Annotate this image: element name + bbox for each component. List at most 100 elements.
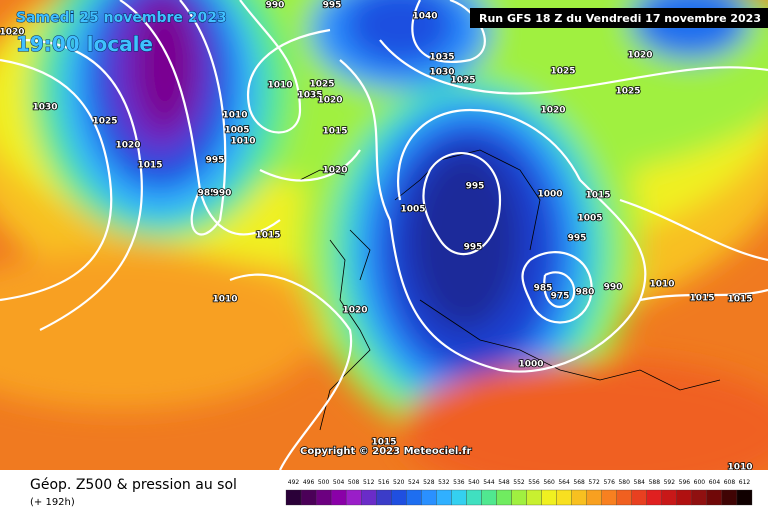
isobar-label: 1005 xyxy=(400,205,425,215)
isobar-label: 1015 xyxy=(371,438,396,448)
scale-label: 508 xyxy=(348,479,360,486)
copyright: Copyright © 2023 Meteociel.fr xyxy=(300,446,471,457)
scale-swatch xyxy=(285,489,302,506)
isobar-label: 995 xyxy=(206,156,225,166)
isobar xyxy=(543,271,576,308)
scale-label: 572 xyxy=(588,479,600,486)
isobar-label: 1010 xyxy=(222,111,247,121)
scale-label: 528 xyxy=(423,479,435,486)
scale-swatch xyxy=(345,489,362,506)
isobar xyxy=(422,152,502,256)
isobar-label: 985 xyxy=(534,284,553,294)
scale-swatch xyxy=(391,489,407,506)
coastline xyxy=(299,149,721,431)
isobar-label: 1025 xyxy=(550,67,575,77)
lead-time: (+ 192h) xyxy=(30,497,75,508)
isobar xyxy=(19,38,143,331)
isobar-label: 1015 xyxy=(137,161,162,171)
scale-label: 544 xyxy=(483,479,495,486)
isobar-label: 1015 xyxy=(255,231,280,241)
scale-swatch xyxy=(706,489,723,506)
isobar-label: 1020 xyxy=(0,28,25,38)
scale-swatch xyxy=(330,489,347,506)
scale-swatch xyxy=(481,489,497,506)
isobar-label: 1020 xyxy=(115,141,140,151)
scale-label: 520 xyxy=(393,479,405,486)
isobar-label: 1015 xyxy=(689,294,714,304)
scale-label: 612 xyxy=(739,479,751,486)
scale-swatch xyxy=(736,489,753,506)
isobar-label: 1010 xyxy=(727,463,752,473)
isobar-label: 1005 xyxy=(224,126,249,136)
scale-label: 580 xyxy=(618,479,630,486)
scale-swatch xyxy=(556,489,572,506)
isobar-label: 995 xyxy=(464,243,483,253)
isobar-label: 975 xyxy=(551,292,570,302)
scale-label: 568 xyxy=(573,479,585,486)
isobar-label: 1020 xyxy=(540,106,565,116)
isobar-label: 1010 xyxy=(212,295,237,305)
isobar-label: 1010 xyxy=(267,81,292,91)
scale-swatch xyxy=(601,489,617,506)
scale-label: 608 xyxy=(724,479,736,486)
legend-title: Géop. Z500 & pression au sol xyxy=(30,477,237,493)
scale-label: 516 xyxy=(378,479,390,486)
isobar-label: 1020 xyxy=(342,306,367,316)
isobar-label: 1030 xyxy=(32,103,57,113)
scale-swatch xyxy=(451,489,467,506)
isobar-label: 1030 xyxy=(429,68,454,78)
scale-swatch xyxy=(646,489,662,506)
scale-label: 524 xyxy=(408,479,420,486)
isobar-label: 1035 xyxy=(297,91,322,101)
scale-swatch xyxy=(300,489,317,506)
run-box xyxy=(470,8,768,28)
scale-swatch xyxy=(496,489,512,506)
isobar xyxy=(229,149,361,470)
color-scale: 492 496 500 504 508 512 516 520 524 528 532 536 540 5… xyxy=(285,479,753,506)
scale-label: 556 xyxy=(528,479,540,486)
isobar xyxy=(619,198,768,302)
isobar xyxy=(239,0,331,134)
isobar-label: 1020 xyxy=(317,96,342,106)
scale-label: 604 xyxy=(709,479,721,486)
scale-label: 496 xyxy=(303,479,315,486)
scale-label: 500 xyxy=(318,479,330,486)
scale-swatch xyxy=(691,489,708,506)
scale-label: 588 xyxy=(649,479,661,486)
scale-label: 540 xyxy=(468,479,480,486)
scale-label: 536 xyxy=(453,479,465,486)
scale-label: 512 xyxy=(363,479,375,486)
scale-label: 552 xyxy=(513,479,525,486)
scale-swatch xyxy=(586,489,602,506)
scale-label: 600 xyxy=(694,479,706,486)
run-info: Run GFS 18 Z du Vendredi 17 novembre 202… xyxy=(479,12,761,25)
isobar-label: 990 xyxy=(213,189,232,199)
map-field xyxy=(0,0,768,470)
scale-swatch xyxy=(631,489,647,506)
scale-label: 504 xyxy=(333,479,345,486)
scale-label: 592 xyxy=(664,479,676,486)
scale-swatch xyxy=(511,489,527,506)
scale-label: 596 xyxy=(679,479,691,486)
isobar xyxy=(0,58,113,302)
scale-label: 564 xyxy=(558,479,570,486)
isobar-label: 985 xyxy=(198,189,217,199)
scale-swatch xyxy=(361,489,377,506)
isobar-label: 980 xyxy=(576,288,595,298)
scale-swatch xyxy=(406,489,422,506)
scale-swatch xyxy=(571,489,587,506)
isobar-label: 1020 xyxy=(627,51,652,61)
scale-label: 548 xyxy=(498,479,510,486)
isobar-label: 990 xyxy=(266,1,285,11)
isobar-label: 995 xyxy=(323,1,342,11)
isobar-label: 1015 xyxy=(727,295,752,305)
isobar-label: 1025 xyxy=(450,76,475,86)
scale-swatch xyxy=(661,489,677,506)
scale-label: 532 xyxy=(438,479,450,486)
isobar-label: 1035 xyxy=(429,53,454,63)
scale-label: 584 xyxy=(634,479,646,486)
isobar-label: 1025 xyxy=(92,117,117,127)
isobar xyxy=(521,251,593,324)
